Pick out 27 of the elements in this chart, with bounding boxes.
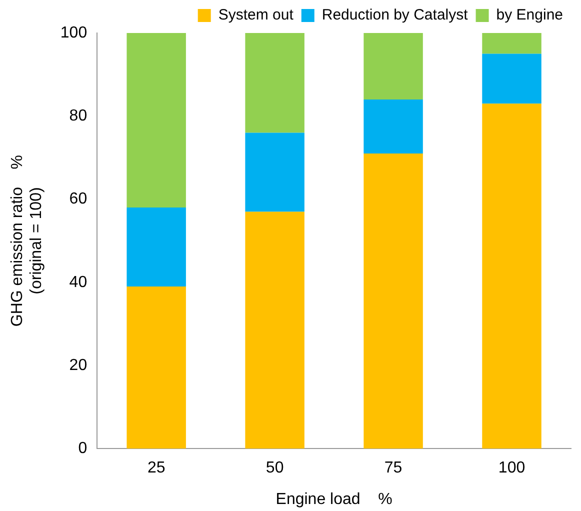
y-tick-label: 0 bbox=[78, 440, 88, 458]
bar bbox=[482, 54, 542, 104]
bar bbox=[364, 33, 423, 100]
bar bbox=[364, 99, 423, 154]
y-tick-label: 40 bbox=[69, 274, 88, 291]
bar bbox=[126, 286, 186, 449]
bar bbox=[364, 154, 423, 449]
x-tick-label: 75 bbox=[384, 460, 402, 477]
bar bbox=[245, 33, 304, 133]
x-tick-label: 50 bbox=[266, 460, 284, 477]
bar bbox=[482, 33, 542, 54]
y-axis-title: GHG emission ratio % (original = 100) bbox=[9, 154, 46, 327]
x-axis-title: Engine load % bbox=[276, 490, 392, 508]
bar bbox=[245, 132, 304, 212]
y-tick-label: 20 bbox=[69, 356, 88, 374]
y-tick-label: 100 bbox=[60, 24, 88, 42]
y-tick-label: 60 bbox=[69, 190, 88, 208]
legend-label: by Engine bbox=[496, 6, 563, 24]
bar bbox=[482, 104, 542, 449]
bar bbox=[126, 208, 186, 287]
bar bbox=[126, 33, 186, 208]
legend-label: Reduction by Catalyst bbox=[322, 6, 469, 24]
bar bbox=[245, 212, 304, 449]
y-tick-label: 80 bbox=[69, 108, 88, 125]
x-tick-label: 100 bbox=[498, 460, 526, 477]
legend-label: System out bbox=[218, 6, 294, 24]
x-tick-label: 25 bbox=[147, 460, 166, 477]
